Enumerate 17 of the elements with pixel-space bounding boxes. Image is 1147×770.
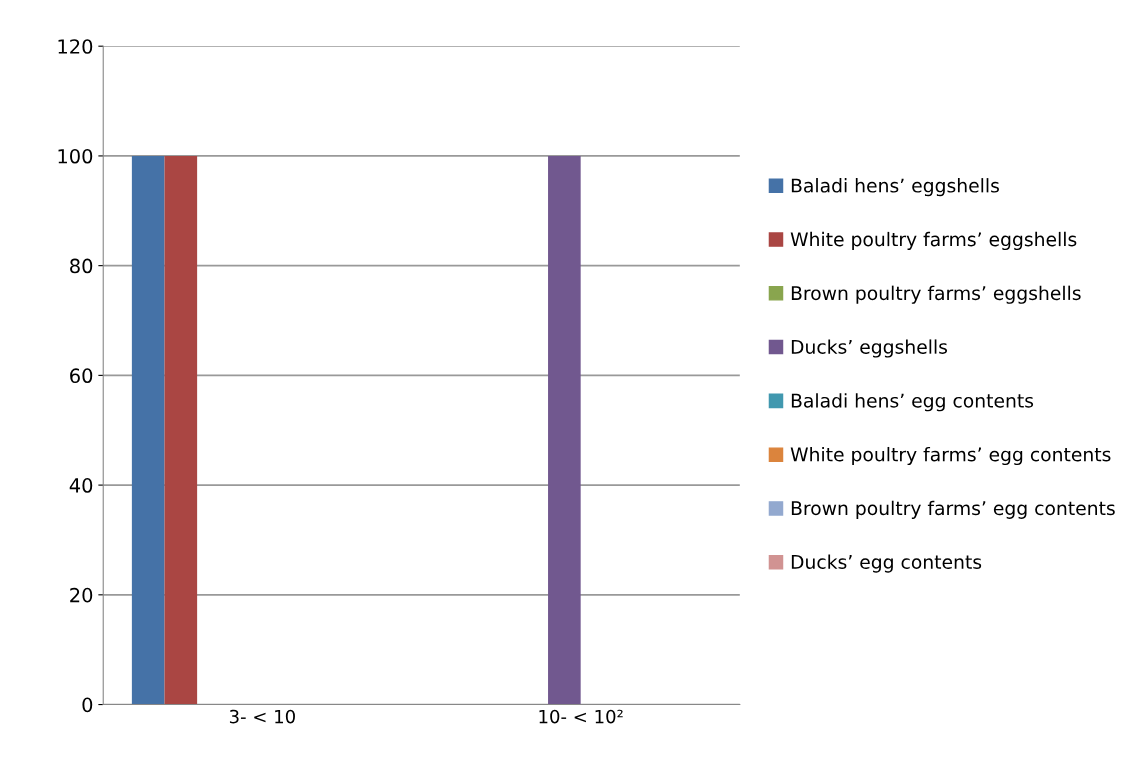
y-tick-label: 80 — [70, 258, 93, 274]
y-tick-label: 60 — [70, 368, 93, 384]
legend-label: White poultry farms’ eggshells — [790, 231, 1077, 251]
y-tick-label: 100 — [58, 148, 93, 164]
legend-label: Ducks’ egg contents — [791, 554, 982, 573]
x-tick-label: 3- < 10 — [229, 709, 295, 724]
legend-label: Baladi hens’ egg contents — [791, 393, 1034, 412]
y-tick-label: 120 — [58, 39, 93, 54]
legend-label: Ducks’ eggshells — [791, 339, 948, 358]
legend-label: Brown poultry farms’ eggshells — [791, 285, 1081, 304]
legend-label: White poultry farms’ egg contents — [790, 446, 1111, 466]
y-tick-label: 0 — [82, 697, 93, 713]
y-tick-label: 20 — [70, 587, 93, 603]
legend-label: Brown poultry farms’ egg contents — [791, 500, 1115, 519]
y-tick-label: 40 — [69, 478, 93, 493]
legend-label: Baladi hens’ eggshells — [791, 178, 999, 197]
x-tick-label: 10- < 10² — [539, 709, 623, 724]
